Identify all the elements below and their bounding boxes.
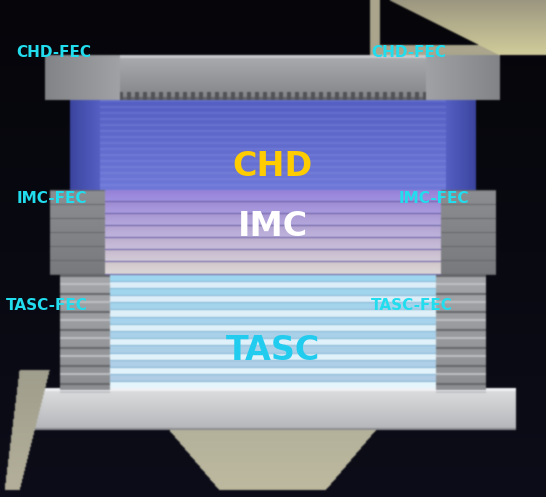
- Text: TASC: TASC: [226, 334, 320, 367]
- Text: CHD: CHD: [233, 150, 313, 183]
- Text: TASC-FEC: TASC-FEC: [5, 298, 87, 313]
- Text: IMC: IMC: [238, 210, 308, 243]
- Text: CHD-FEC: CHD-FEC: [16, 45, 91, 60]
- Text: CHD-FEC: CHD-FEC: [371, 45, 446, 60]
- Text: IMC-FEC: IMC-FEC: [16, 191, 87, 206]
- Text: TASC-FEC: TASC-FEC: [371, 298, 453, 313]
- Text: IMC-FEC: IMC-FEC: [399, 191, 469, 206]
